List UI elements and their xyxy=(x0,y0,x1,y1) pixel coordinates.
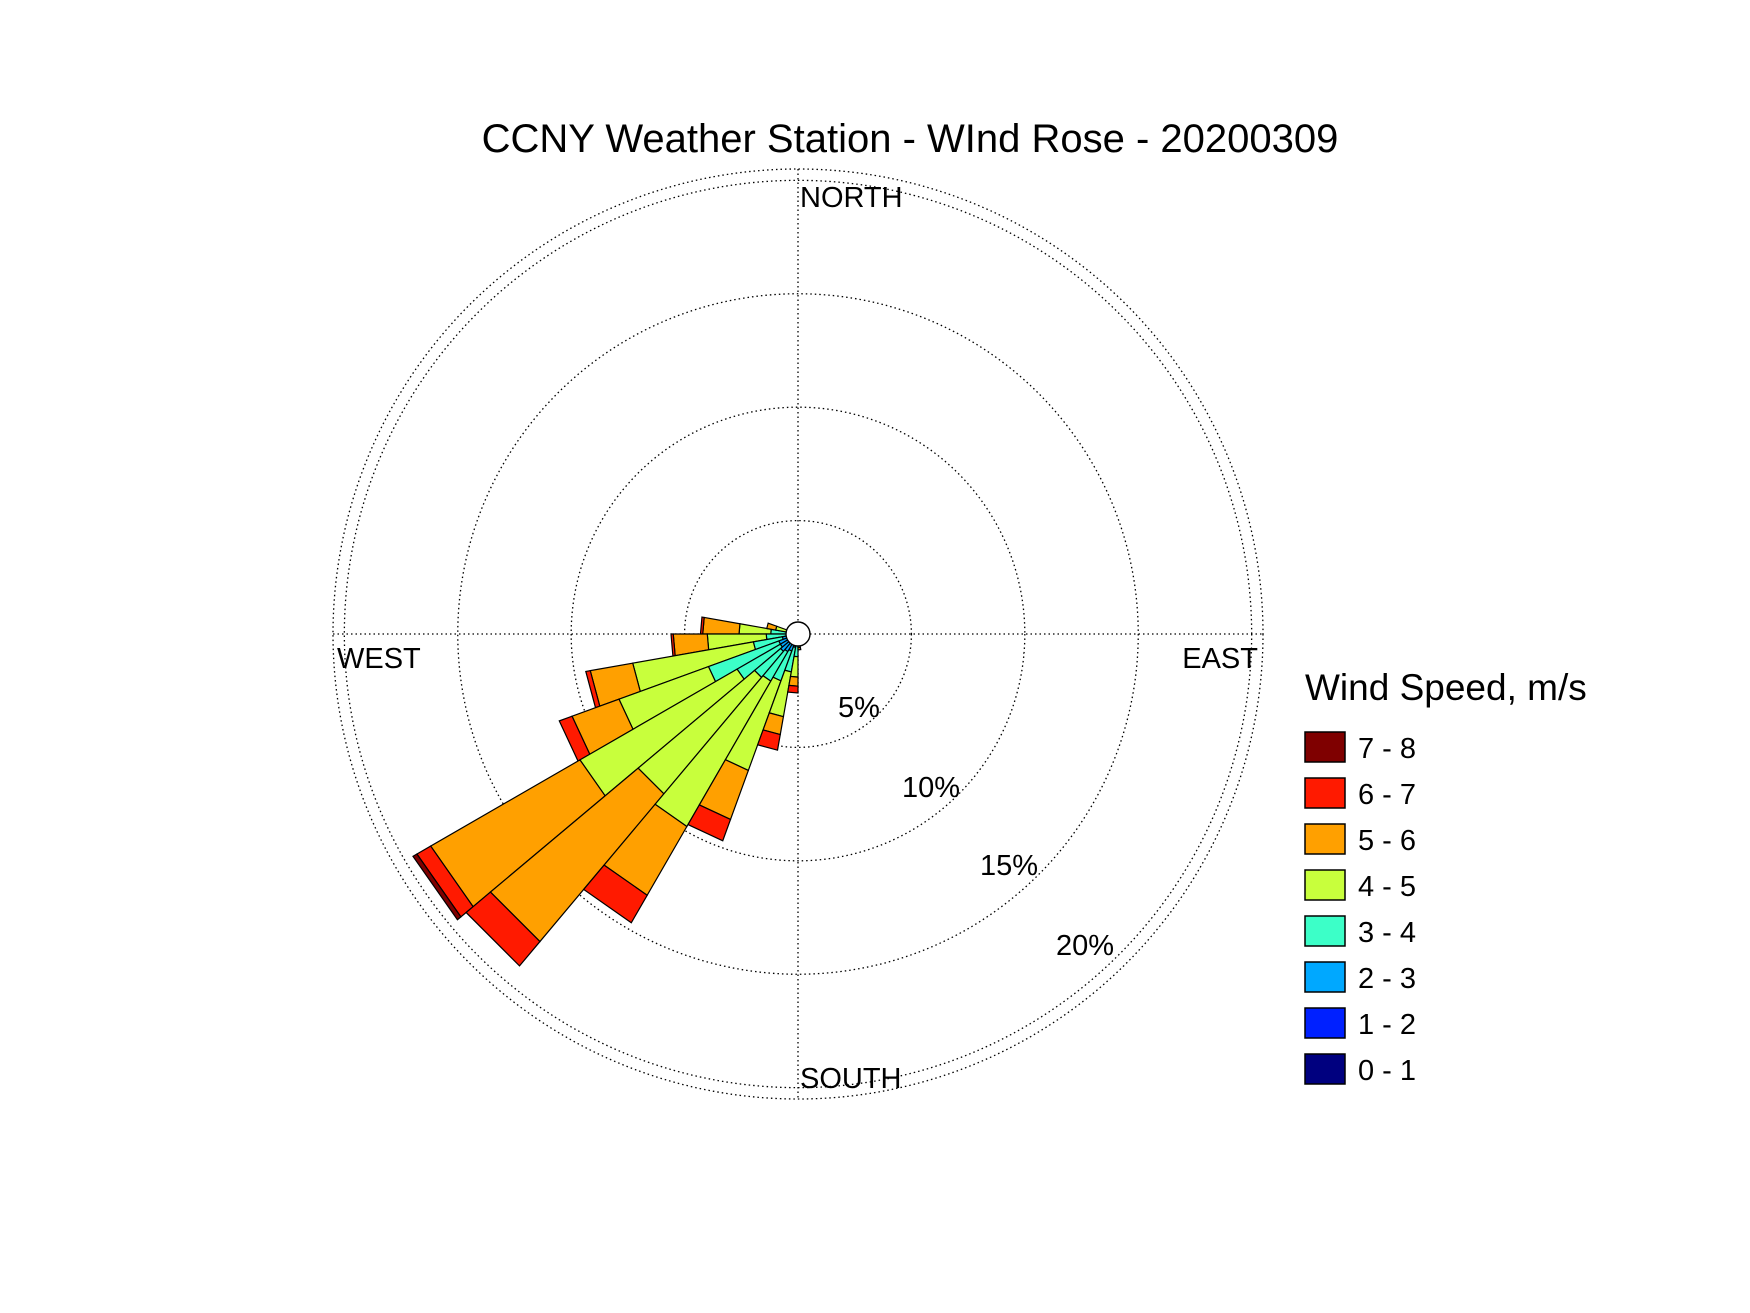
sector-185-bin-6 xyxy=(788,685,798,693)
legend-item-label-2: 5 - 6 xyxy=(1358,825,1416,857)
legend-item-label-5: 2 - 3 xyxy=(1358,963,1416,995)
legend-swatch-7 xyxy=(1305,1054,1345,1084)
legend-swatch-5 xyxy=(1305,962,1345,992)
legend-swatch-0 xyxy=(1305,732,1345,762)
center-hub xyxy=(786,622,810,646)
legend-item-label-3: 4 - 5 xyxy=(1358,871,1416,903)
legend-item-label-0: 7 - 8 xyxy=(1358,733,1416,765)
legend-swatch-6 xyxy=(1305,1008,1345,1038)
legend-item-label-7: 0 - 1 xyxy=(1358,1055,1416,1087)
legend-swatch-4 xyxy=(1305,916,1345,946)
ring-label-5: 5% xyxy=(838,692,880,724)
legend-title: Wind Speed, m/s xyxy=(1305,667,1587,708)
sector-175-bin-5 xyxy=(798,647,801,649)
legend-item-label-1: 6 - 7 xyxy=(1358,779,1416,811)
legend-item-label-4: 3 - 4 xyxy=(1358,917,1416,949)
direction-label-north: NORTH xyxy=(800,182,903,214)
legend-swatch-2 xyxy=(1305,824,1345,854)
direction-label-south: SOUTH xyxy=(800,1063,902,1095)
ring-label-20: 20% xyxy=(1056,930,1114,962)
legend-swatch-3 xyxy=(1305,870,1345,900)
ring-label-15: 15% xyxy=(980,850,1038,882)
legend-item-label-6: 1 - 2 xyxy=(1358,1009,1416,1041)
direction-label-east: EAST xyxy=(1182,643,1258,675)
sector-185-bin-5 xyxy=(789,676,798,686)
chart-title: CCNY Weather Station - WInd Rose - 20200… xyxy=(482,117,1339,161)
ring-label-10: 10% xyxy=(902,772,960,804)
legend-swatch-1 xyxy=(1305,778,1345,808)
direction-label-west: WEST xyxy=(337,643,421,675)
